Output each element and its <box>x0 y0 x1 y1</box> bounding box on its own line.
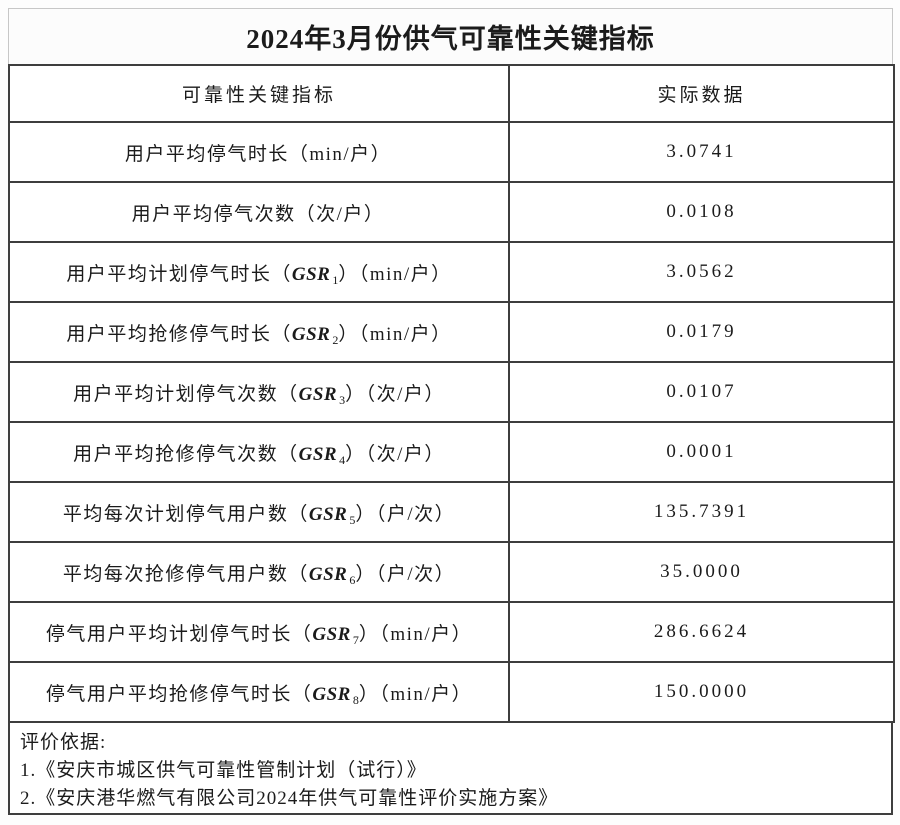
indicator-label-suffix: ）（min/户） <box>358 683 473 705</box>
gsr-symbol: GSR <box>298 383 338 405</box>
indicator-value-cell: 0.0179 <box>508 301 895 363</box>
gsr-symbol: GSR <box>312 683 351 705</box>
indicator-value-cell: 286.6624 <box>508 601 895 663</box>
indicator-label: 用户平均计划停气时长（ <box>66 263 292 285</box>
indicator-label-suffix: ）（户/次） <box>355 503 456 525</box>
indicator-value-cell: 35.0000 <box>508 541 895 603</box>
table-row: 用户平均停气时长（min/户） 3.0741 <box>8 121 895 183</box>
column-header-value: 实际数据 <box>508 64 895 123</box>
indicator-label-suffix: ）（户/次） <box>355 563 456 585</box>
gsr-subscript: 6 <box>349 572 356 587</box>
indicator-label: 用户平均抢修停气次数（ <box>73 443 299 465</box>
page-title: 2024年3月份供气可靠性关键指标 <box>246 24 655 54</box>
indicator-label-cell: 用户平均抢修停气时长（GSR 2）（min/户） <box>8 301 510 363</box>
table-header-row: 可靠性关键指标 实际数据 <box>8 64 895 123</box>
indicator-label-cell: 平均每次计划停气用户数（GSR 5）（户/次） <box>8 481 510 543</box>
indicator-label-suffix: ）（min/户） <box>358 623 473 645</box>
gsr-symbol: GSR <box>312 623 351 645</box>
indicator-label-suffix: ）（次/户） <box>345 383 445 405</box>
indicators-table: 可靠性关键指标 实际数据 用户平均停气时长（min/户） 3.0741 用户平均… <box>8 64 895 723</box>
gsr-subscript: 3 <box>339 392 346 407</box>
table-row: 用户平均抢修停气次数（GSR 4）（次/户） 0.0001 <box>8 421 895 483</box>
indicator-label: 用户平均计划停气次数（ <box>73 383 299 405</box>
table-row: 用户平均停气次数（次/户） 0.0108 <box>8 181 895 243</box>
indicator-label-suffix: ）（min/户） <box>338 323 452 345</box>
gsr-symbol: GSR <box>308 503 348 525</box>
indicator-value-cell: 0.0001 <box>508 421 895 483</box>
gsr-subscript: 1 <box>332 272 339 287</box>
indicator-label: 用户平均停气时长（min/户） <box>124 143 392 165</box>
indicator-value-cell: 3.0562 <box>508 241 895 303</box>
table-row: 停气用户平均计划停气时长（GSR 7）（min/户） 286.6624 <box>8 601 895 663</box>
gsr-subscript: 5 <box>349 512 356 527</box>
indicator-label: 平均每次抢修停气用户数（ <box>62 563 309 585</box>
indicator-value-cell: 150.0000 <box>508 661 895 723</box>
gsr-symbol: GSR <box>291 263 331 285</box>
indicator-value-cell: 0.0107 <box>508 361 895 423</box>
gsr-subscript: 2 <box>332 332 339 347</box>
indicator-label: 用户平均抢修停气时长（ <box>66 323 292 345</box>
table-row: 停气用户平均抢修停气时长（GSR 8）（min/户） 150.0000 <box>8 661 895 723</box>
indicator-value-cell: 3.0741 <box>508 121 895 183</box>
gsr-symbol: GSR <box>308 563 348 585</box>
table-row: 用户平均抢修停气时长（GSR 2）（min/户） 0.0179 <box>8 301 895 363</box>
gsr-subscript: 4 <box>339 452 346 467</box>
indicator-label: 平均每次计划停气用户数（ <box>62 503 309 525</box>
table-row: 平均每次抢修停气用户数（GSR 6）（户/次） 35.0000 <box>8 541 895 603</box>
indicator-label-cell: 用户平均停气时长（min/户） <box>8 121 510 183</box>
evaluation-basis-item-2: 2.《安庆港华燃气有限公司2024年供气可靠性评价实施方案》 <box>20 788 559 809</box>
evaluation-basis-box: 评价依据: 1.《安庆市城区供气可靠性管制计划（试行）》 2.《安庆港华燃气有限… <box>8 723 893 815</box>
table-row: 用户平均计划停气时长（GSR 1）（min/户） 3.0562 <box>8 241 895 303</box>
indicator-label-cell: 用户平均抢修停气次数（GSR 4）（次/户） <box>8 421 510 483</box>
indicator-label: 停气用户平均抢修停气时长（ <box>45 683 313 705</box>
gsr-subscript: 8 <box>352 692 359 707</box>
indicator-label: 用户平均停气次数（次/户） <box>131 203 385 225</box>
indicator-label-suffix: ）（min/户） <box>338 263 452 285</box>
evaluation-basis-heading: 评价依据: <box>20 732 107 753</box>
indicator-value-cell: 0.0108 <box>508 181 895 243</box>
gsr-subscript: 7 <box>352 632 359 647</box>
indicator-label-cell: 停气用户平均抢修停气时长（GSR 8）（min/户） <box>8 661 510 723</box>
title-box: 2024年3月份供气可靠性关键指标 <box>8 8 893 64</box>
table-row: 平均每次计划停气用户数（GSR 5）（户/次） 135.7391 <box>8 481 895 543</box>
indicator-label-cell: 用户平均计划停气次数（GSR 3）（次/户） <box>8 361 510 423</box>
gsr-symbol: GSR <box>291 323 331 345</box>
column-header-indicator: 可靠性关键指标 <box>8 64 510 123</box>
indicator-label-suffix: ）（次/户） <box>345 443 445 465</box>
indicator-label-cell: 停气用户平均计划停气时长（GSR 7）（min/户） <box>8 601 510 663</box>
indicator-label-cell: 用户平均计划停气时长（GSR 1）（min/户） <box>8 241 510 303</box>
table-row: 用户平均计划停气次数（GSR 3）（次/户） 0.0107 <box>8 361 895 423</box>
indicator-value-cell: 135.7391 <box>508 481 895 543</box>
indicator-label-cell: 用户平均停气次数（次/户） <box>8 181 510 243</box>
indicator-label-cell: 平均每次抢修停气用户数（GSR 6）（户/次） <box>8 541 510 603</box>
indicator-label: 停气用户平均计划停气时长（ <box>45 623 313 645</box>
gsr-symbol: GSR <box>298 443 338 465</box>
evaluation-basis-item-1: 1.《安庆市城区供气可靠性管制计划（试行）》 <box>20 760 427 781</box>
